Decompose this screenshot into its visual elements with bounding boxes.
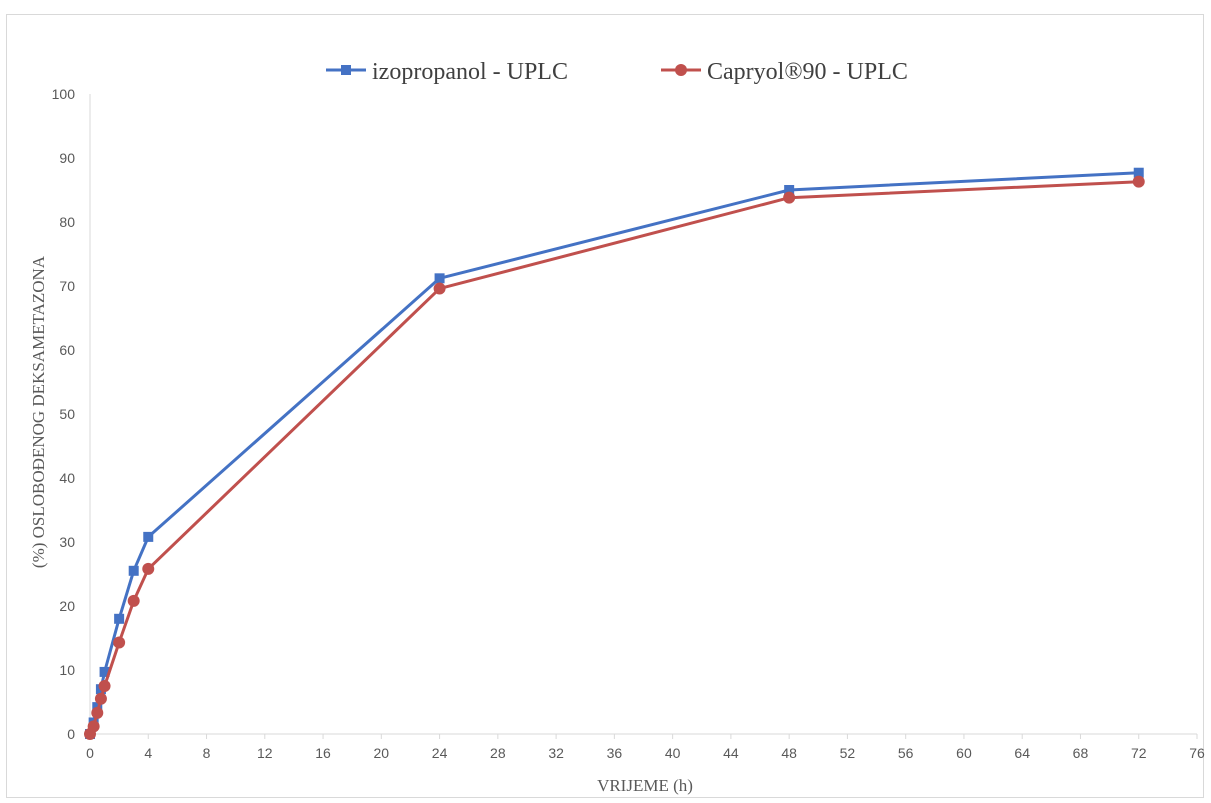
series-layer bbox=[84, 167, 1145, 740]
y-tick-label: 20 bbox=[59, 598, 75, 614]
x-tick-label: 72 bbox=[1131, 745, 1147, 761]
x-tick-label: 44 bbox=[723, 745, 739, 761]
data-point bbox=[91, 706, 104, 719]
data-point bbox=[99, 666, 110, 677]
data-point bbox=[114, 613, 125, 624]
data-point bbox=[127, 594, 140, 607]
legend-label-series-1: izopropanol - UPLC bbox=[372, 59, 568, 85]
y-axis-title: (%) OSLOBOĐENOG DEKSAMETAZONA bbox=[29, 255, 48, 568]
x-tick-label: 28 bbox=[490, 745, 506, 761]
series-line bbox=[88, 171, 1139, 735]
data-point bbox=[1133, 167, 1144, 178]
x-tick-label: 68 bbox=[1073, 745, 1089, 761]
x-tick-label: 12 bbox=[257, 745, 273, 761]
y-tick-label: 60 bbox=[59, 342, 75, 358]
x-tick-label: 40 bbox=[665, 745, 681, 761]
x-tick-label: 56 bbox=[898, 745, 914, 761]
x-tick-label: 16 bbox=[315, 745, 331, 761]
y-tick-label: 70 bbox=[59, 278, 75, 294]
y-tick-label: 80 bbox=[59, 214, 75, 230]
x-tick-label: 52 bbox=[840, 745, 856, 761]
y-tick-label: 100 bbox=[52, 86, 76, 102]
y-tick-label: 90 bbox=[59, 150, 75, 166]
x-tick-label: 20 bbox=[374, 745, 390, 761]
x-tick-label: 76 bbox=[1189, 745, 1205, 761]
series-line bbox=[88, 180, 1139, 735]
data-point bbox=[94, 692, 107, 705]
series-1 bbox=[85, 167, 1144, 739]
x-tick-label: 8 bbox=[203, 745, 211, 761]
x-tick-label: 0 bbox=[86, 745, 94, 761]
chart-frame bbox=[6, 14, 1204, 798]
data-point bbox=[87, 720, 100, 733]
y-tick-label: 40 bbox=[59, 470, 75, 486]
x-tick-label: 4 bbox=[144, 745, 152, 761]
y-tick-label: 0 bbox=[67, 726, 75, 742]
y-tick-label: 30 bbox=[59, 534, 75, 550]
data-point bbox=[1132, 175, 1145, 188]
data-point bbox=[142, 562, 155, 575]
axes: 0 4 8 12 16 20 24 28 32 36 40 44 48 52 56 60 64 68 72 76010… bbox=[52, 86, 1205, 761]
legend-label-series-2: Capryol®90 - UPLC bbox=[707, 59, 908, 85]
data-point bbox=[98, 680, 111, 692]
data-point bbox=[113, 636, 126, 649]
data-point bbox=[143, 531, 154, 542]
data-point bbox=[784, 185, 795, 195]
legend: izopropanol - UPLC Capryol®90 - UPLC bbox=[326, 59, 908, 85]
x-tick-label: 36 bbox=[607, 745, 623, 761]
data-point bbox=[434, 273, 445, 284]
legend-marker-series-2 bbox=[675, 64, 687, 76]
x-tick-label: 24 bbox=[432, 745, 448, 761]
series-2 bbox=[84, 175, 1145, 740]
data-point bbox=[783, 191, 796, 204]
x-axis-title: VRIJEME (h) bbox=[597, 776, 693, 795]
x-tick-label: 64 bbox=[1014, 745, 1030, 761]
legend-marker-series-1 bbox=[341, 65, 351, 75]
y-tick-label: 50 bbox=[59, 406, 75, 422]
y-tick-label: 10 bbox=[59, 662, 75, 678]
data-point bbox=[433, 282, 446, 295]
x-tick-label: 48 bbox=[781, 745, 797, 761]
data-point bbox=[128, 565, 139, 576]
x-tick-label: 32 bbox=[548, 745, 564, 761]
x-tick-label: 60 bbox=[956, 745, 972, 761]
